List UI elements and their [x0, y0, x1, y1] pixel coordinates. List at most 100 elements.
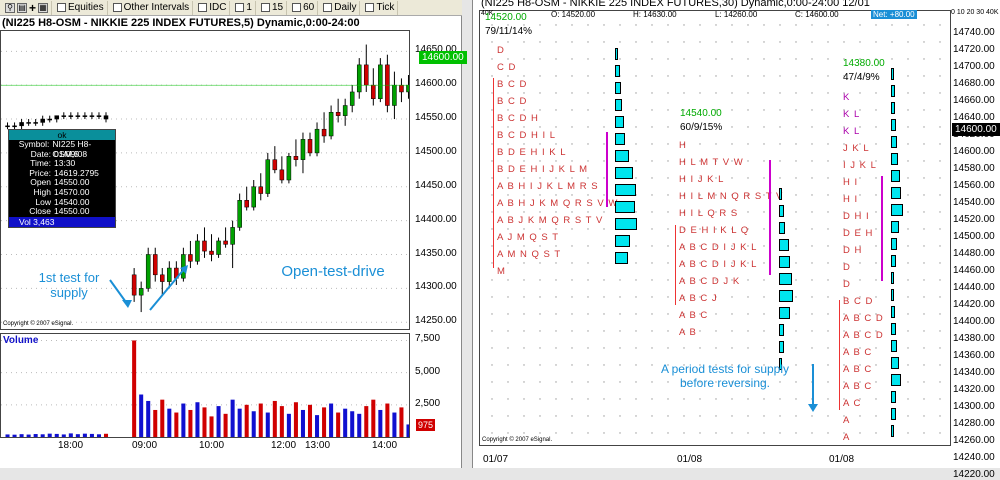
grid-dot	[827, 160, 829, 162]
grid-dot	[507, 194, 509, 196]
grid-dot	[555, 296, 557, 298]
grid-dot	[555, 109, 557, 111]
grid-dot	[683, 432, 685, 434]
grid-dot	[539, 330, 541, 332]
grid-dot	[523, 330, 525, 332]
grid-dot	[539, 262, 541, 264]
volume-bar	[392, 412, 397, 437]
volume-bar	[350, 411, 355, 437]
info-value: 14550.00	[54, 177, 90, 188]
grid-dot	[923, 177, 925, 179]
interval-daily-button[interactable]: Daily	[320, 0, 361, 15]
interval-tick-button[interactable]: Tick	[362, 0, 399, 15]
grid-dot	[795, 228, 797, 230]
link-icon[interactable]: ⚲	[5, 2, 15, 13]
grid-dot	[731, 330, 733, 332]
candle-body	[152, 254, 158, 276]
price-plot[interactable]	[0, 30, 410, 330]
window-icon[interactable]: ▤	[17, 2, 27, 13]
grid-dot	[715, 177, 717, 179]
grid-dot	[811, 75, 813, 77]
grid-dot	[491, 228, 493, 230]
grid-dot	[939, 211, 941, 213]
grid-dot	[683, 211, 685, 213]
grid-dot	[715, 296, 717, 298]
candle-body	[244, 200, 249, 208]
info-key: Price:	[29, 167, 51, 178]
grid-dot	[939, 24, 941, 26]
grid-dot	[539, 194, 541, 196]
volume-bar	[406, 424, 409, 437]
grid-dot	[747, 194, 749, 196]
equities-menu[interactable]: Equities	[54, 0, 108, 15]
checkbox-icon	[292, 3, 302, 12]
tpo-letters: D H I	[843, 211, 870, 222]
volume-histogram-bar	[779, 188, 782, 200]
grid-dot	[907, 24, 909, 26]
grid-dot	[507, 313, 509, 315]
grid-dot	[507, 41, 509, 43]
idc-button[interactable]: IDC	[195, 0, 231, 15]
volume-histogram-bar	[779, 290, 793, 302]
grid-dot	[795, 126, 797, 128]
grid-dot	[587, 58, 589, 60]
market-profile-window: (NI225 H8-OSM - NIKKIE 225 INDEX FUTURES…	[472, 0, 1000, 480]
volume-bar	[230, 399, 235, 437]
grid-dot	[923, 313, 925, 315]
grid-dot	[715, 160, 717, 162]
candle-body	[188, 254, 193, 262]
grid-dot	[523, 364, 525, 366]
grid-dot	[571, 109, 573, 111]
tpo-letters: A B C	[843, 364, 873, 375]
volume-label: Volume	[3, 335, 39, 346]
stat-net: Net: +80.00	[871, 10, 917, 19]
grid-dot	[651, 75, 653, 77]
interval-15-button[interactable]: 15	[258, 0, 288, 15]
candle-body	[251, 186, 256, 208]
grid-dot	[555, 194, 557, 196]
grid-dot	[491, 398, 493, 400]
grid-dot	[811, 24, 813, 26]
interval-1-button[interactable]: 1	[232, 0, 256, 15]
grid-dot	[555, 398, 557, 400]
grid-dot	[619, 398, 621, 400]
grid-dot	[875, 143, 877, 145]
grid-dot	[523, 92, 525, 94]
grid-dot	[699, 228, 701, 230]
grid-dot	[507, 415, 509, 417]
grid-dot	[635, 211, 637, 213]
candle-body	[103, 115, 109, 120]
grid-dot	[523, 211, 525, 213]
grid-dot	[731, 177, 733, 179]
market-profile-plot[interactable]	[479, 10, 951, 446]
grid-dot	[635, 75, 637, 77]
tpo-letters: B C D H I L	[497, 130, 557, 141]
volume-plot[interactable]	[0, 333, 410, 438]
grid-dot	[491, 313, 493, 315]
tpo-letters: A B	[679, 327, 697, 338]
interval-60-button[interactable]: 60	[289, 0, 319, 15]
other-intervals-menu[interactable]: Other Intervals	[110, 0, 194, 15]
add-icon[interactable]: +	[29, 0, 37, 15]
volume-histogram-bar	[779, 273, 792, 285]
candle-body	[202, 240, 207, 252]
profile-tpo-stats: 60/9/15%	[680, 122, 723, 133]
grid-dot	[699, 194, 701, 196]
grid-dot	[731, 381, 733, 383]
grid-dot	[875, 92, 877, 94]
candle-body	[392, 84, 397, 106]
grid-icon[interactable]: ▦	[38, 2, 49, 13]
grid-dot	[859, 347, 861, 349]
grid-dot	[651, 279, 653, 281]
grid-dot	[523, 160, 525, 162]
info-value: 13:30	[54, 158, 76, 169]
grid-dot	[523, 381, 525, 383]
grid-dot	[571, 160, 573, 162]
volume-bar	[68, 433, 73, 437]
grid-dot	[907, 194, 909, 196]
volume-tick: 2,500	[415, 397, 441, 409]
grid-dot	[523, 109, 525, 111]
grid-dot	[603, 58, 605, 60]
grid-dot	[923, 364, 925, 366]
grid-dot	[523, 143, 525, 145]
